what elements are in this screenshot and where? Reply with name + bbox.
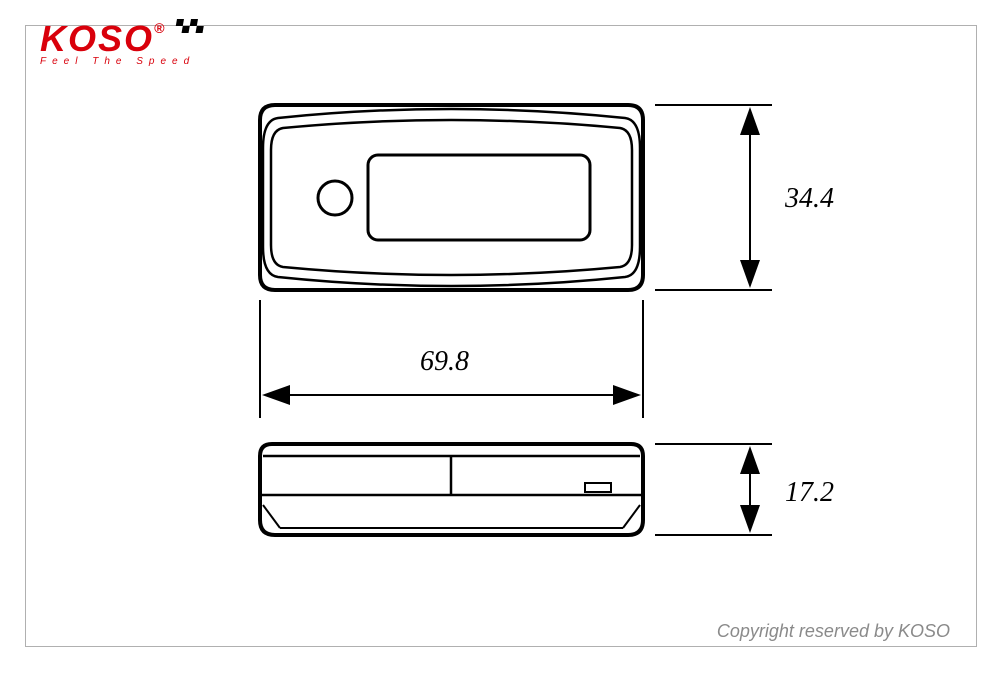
page-root: KOSO® Feel The Speed <box>0 0 1000 676</box>
dimension-height <box>655 105 772 290</box>
copyright-text: Copyright reserved by KOSO <box>717 621 950 642</box>
dimension-depth <box>655 444 772 535</box>
dimension-height-label: 34.4 <box>785 183 834 215</box>
dimension-depth-label: 17.2 <box>785 477 834 509</box>
technical-drawing <box>0 0 1000 676</box>
top-view <box>260 105 643 290</box>
dimension-width-label: 69.8 <box>420 346 469 378</box>
side-view <box>260 444 643 535</box>
